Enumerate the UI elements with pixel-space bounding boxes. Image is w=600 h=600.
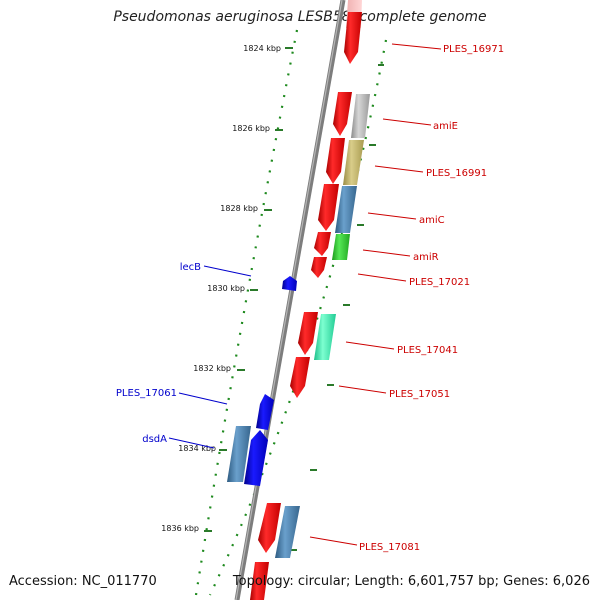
- gene-arrow-red-4[interactable]: [318, 184, 339, 231]
- scale-tick-label-5: 1832 kbp: [193, 364, 231, 373]
- gene-arrow-red-10[interactable]: [250, 562, 269, 600]
- gene-arrow-red-6[interactable]: [311, 257, 327, 278]
- gene-arrow-dsda[interactable]: [244, 430, 268, 486]
- scale-tick-label-4: 1830 kbp: [207, 284, 245, 293]
- backbone-highlight: [235, 0, 343, 600]
- gene-arrow-red-2[interactable]: [333, 92, 352, 136]
- gene-box-ples-17041[interactable]: [314, 314, 336, 360]
- gene-arrow-ples-16971[interactable]: [344, 12, 362, 64]
- gene-label-amie[interactable]: amiE: [433, 121, 458, 132]
- gene-arrow-lecb[interactable]: [282, 276, 297, 291]
- inner-dotted-track: [194, 29, 299, 596]
- gene-box-amie[interactable]: [351, 94, 370, 138]
- gene-label-ples-17051[interactable]: PLES_17051: [389, 389, 450, 400]
- scale-tick-label-1: 1824 kbp: [243, 44, 281, 53]
- gene-arrow-ples-17061[interactable]: [256, 394, 274, 430]
- gene-arrow-red-9[interactable]: [258, 503, 281, 553]
- label-leaders: [168, 43, 442, 546]
- gene-label-ples-17081[interactable]: PLES_17081: [359, 542, 420, 553]
- gene-box-amic[interactable]: [335, 186, 357, 233]
- gene-arrow-red-8[interactable]: [290, 357, 310, 398]
- gene-box-ples-17081[interactable]: [275, 506, 300, 558]
- scale-tick-label-7: 1836 kbp: [161, 524, 199, 533]
- scale-tick-label-2: 1826 kbp: [232, 124, 270, 133]
- gene-label-ples-16971[interactable]: PLES_16971: [443, 44, 504, 55]
- gene-arrow-red-7[interactable]: [298, 312, 318, 355]
- gene-labels-right: PLES_16971 amiE PLES_16991 amiC amiR PLE…: [359, 44, 504, 553]
- gene-label-dsda[interactable]: dsdA: [142, 434, 167, 445]
- genome-title: Pseudomonas aeruginosa LESB58, complete …: [113, 9, 487, 25]
- genome-backbone: [234, 0, 346, 600]
- gene-label-ples-17041[interactable]: PLES_17041: [397, 345, 458, 356]
- outer-track-ticks: [290, 64, 384, 551]
- gene-label-amic[interactable]: amiC: [419, 215, 445, 226]
- gene-arrow-red-3[interactable]: [326, 138, 345, 184]
- gene-box-amir[interactable]: [332, 234, 350, 260]
- gene-label-amir[interactable]: amiR: [413, 252, 439, 263]
- scale-tick-label-6: 1834 kbp: [178, 444, 216, 453]
- gene-label-ples-17021[interactable]: PLES_17021: [409, 277, 470, 288]
- gene-box-ples-16991[interactable]: [343, 140, 364, 185]
- gene-arrow-red-5[interactable]: [314, 232, 331, 256]
- scale-tick-label-3: 1828 kbp: [220, 204, 258, 213]
- gene-box-dsda-left[interactable]: [227, 426, 251, 482]
- accession-text: Accession: NC_011770: [9, 574, 157, 589]
- scale-ticks: 1824 kbp 1826 kbp 1828 kbp 1830 kbp 1832…: [161, 44, 293, 533]
- gene-label-ples-16991[interactable]: PLES_16991: [426, 168, 487, 179]
- gene-label-lecb[interactable]: lecB: [180, 262, 201, 273]
- gene-boxes: [227, 94, 370, 558]
- gene-labels-left: lecB PLES_17061 dsdA: [116, 262, 201, 445]
- topology-text: Topology: circular; Length: 6,601,757 bp…: [232, 574, 590, 589]
- gene-label-ples-17061[interactable]: PLES_17061: [116, 388, 177, 399]
- gene-arrows: [244, 0, 362, 600]
